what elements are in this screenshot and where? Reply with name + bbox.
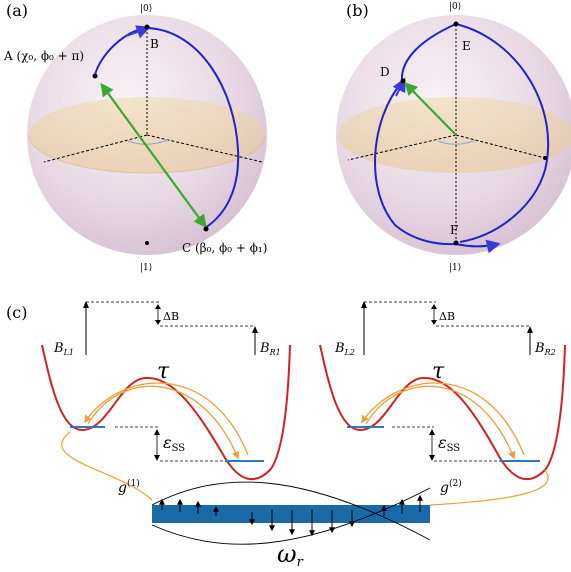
y-axis-b xyxy=(455,134,546,159)
trajectory-arrow-a xyxy=(125,25,151,39)
g1-label: g(1) xyxy=(118,478,140,496)
coupling-g2-arc xyxy=(429,469,549,506)
south-pole-dot-a xyxy=(145,241,149,245)
vector-b xyxy=(404,82,457,136)
double-dot-diagram: (c) BL1 BR1 ΔB τ εSS xyxy=(6,301,566,570)
resonator-mode-1 xyxy=(151,481,431,541)
point-b-label: B xyxy=(150,37,159,51)
coupling-g1-arc xyxy=(61,431,153,501)
angle-arc-b xyxy=(437,139,477,145)
omega-label: ωr xyxy=(277,540,304,570)
panel-c-label: (c) xyxy=(6,303,27,322)
tunnel-right-fwd xyxy=(365,385,516,460)
point-f-label: F xyxy=(450,223,458,237)
b-l1-arrowhead xyxy=(83,301,89,308)
point-d-label: D xyxy=(380,65,390,79)
right-double-well: BL2 BR2 ΔB τ εSS xyxy=(319,301,566,481)
bloch-sphere-a: (a) |0⟩ |1⟩ A (χ₀, ϕ₀ + π) B C (β₀, ϕ₀ +… xyxy=(3,1,267,273)
ket-1-b: |1⟩ xyxy=(449,263,461,273)
panel-b-label: (b) xyxy=(346,1,369,20)
tau-right-label: τ xyxy=(432,359,445,384)
x-axis-b xyxy=(347,134,457,161)
bloch-sphere-b: (b) |0⟩ |1⟩ D E F xyxy=(336,1,571,273)
trajectory-b-bottom xyxy=(455,239,501,254)
delta-b-left-head-top xyxy=(155,304,161,309)
point-f-dot xyxy=(453,240,459,246)
delta-b-left-label: ΔB xyxy=(163,310,179,323)
equator-dot-b xyxy=(543,156,547,160)
point-d-dot xyxy=(400,78,406,84)
point-b-dot xyxy=(144,24,150,30)
potential-right xyxy=(319,344,566,481)
resonator: ωr xyxy=(151,481,431,570)
field-arrows xyxy=(159,494,423,537)
ket-1-a: |1⟩ xyxy=(140,263,152,273)
g2-label: g(2) xyxy=(440,478,462,496)
b-r1-arrowhead xyxy=(252,326,258,333)
eps-head-top-r xyxy=(429,429,435,435)
b-l1-label: BL1 xyxy=(53,341,74,357)
b-l2-label: BL2 xyxy=(334,341,355,357)
left-double-well: BL1 BR1 ΔB τ εSS xyxy=(41,301,291,481)
vector-a-to-c xyxy=(100,82,207,229)
point-a-dot xyxy=(92,73,98,79)
b-r2-label: BR2 xyxy=(534,341,556,357)
ket-0-b: |0⟩ xyxy=(449,2,461,12)
tunnel-left-fwd xyxy=(87,385,240,460)
potential-left xyxy=(41,344,291,481)
trajectory-b-left xyxy=(374,23,457,246)
delta-b-left-head-bot xyxy=(155,320,161,325)
b-l2-arrowhead xyxy=(361,301,367,308)
eps-label-r: εSS xyxy=(438,433,460,454)
delta-b-right-head-top xyxy=(431,304,437,309)
b-r2-arrowhead xyxy=(527,326,533,333)
point-e-label: E xyxy=(462,39,471,53)
point-e-dot xyxy=(453,21,459,27)
tunnel-left-back xyxy=(84,382,249,456)
eps-head-top xyxy=(154,429,160,435)
resonator-bar xyxy=(152,505,430,523)
panel-a-label: (a) xyxy=(6,1,28,20)
delta-b-right-label: ΔB xyxy=(439,310,455,323)
trajectory-b-outer xyxy=(455,23,550,243)
eps-head-bot-r xyxy=(429,455,435,461)
eps-label: εSS xyxy=(163,433,185,454)
point-a-label: A (χ₀, ϕ₀ + π) xyxy=(3,49,84,63)
eps-head-bot xyxy=(154,455,160,461)
ket-0-a: |0⟩ xyxy=(140,4,152,14)
point-c-label: C (β₀, ϕ₀ + ϕ₁) xyxy=(182,241,267,255)
tunnel-right-back xyxy=(361,382,525,456)
trajectory-a xyxy=(94,26,240,229)
tau-left-label: τ xyxy=(157,359,170,384)
b-r1-label: BR1 xyxy=(259,341,281,357)
point-c-dot xyxy=(203,226,209,232)
delta-b-right-head-bot xyxy=(431,320,437,325)
